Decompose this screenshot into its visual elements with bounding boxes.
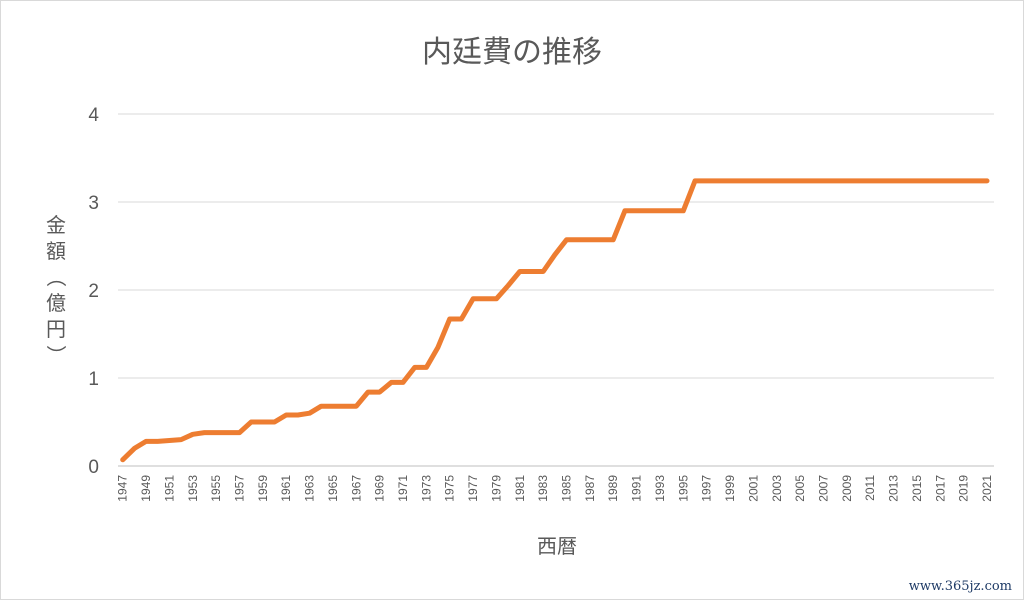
x-tick-label-2009: 2009	[840, 475, 854, 502]
x-axis-label: 西暦	[537, 534, 577, 558]
x-tick-label-1997: 1997	[700, 475, 714, 502]
x-tick-label-1971: 1971	[396, 475, 410, 502]
x-tick-label-2007: 2007	[816, 475, 830, 502]
x-tick-label-1977: 1977	[466, 475, 480, 502]
y-tick-labels: 0 1 2 3 4	[88, 105, 99, 478]
x-tick-label-1947: 1947	[116, 475, 130, 502]
y-tick-label-1: 1	[88, 369, 99, 390]
x-tick-label-1981: 1981	[513, 475, 527, 502]
x-tick-label-1955: 1955	[209, 475, 223, 502]
y-tick-label-2: 2	[88, 281, 99, 302]
x-tick-label-2011: 2011	[863, 475, 877, 501]
gridlines	[118, 113, 994, 467]
y-axis-label: 金額 （ 億円 ）	[44, 213, 68, 365]
x-tick-label-1975: 1975	[443, 475, 457, 502]
x-tick-label-1999: 1999	[723, 475, 737, 502]
x-tick-label-1949: 1949	[139, 475, 153, 502]
x-tick-label-2015: 2015	[910, 475, 924, 502]
x-tick-label-2019: 2019	[957, 475, 971, 502]
series-group	[120, 178, 990, 463]
x-tick-label-1995: 1995	[676, 475, 690, 502]
y-axis-label-char: ）	[44, 345, 68, 365]
y-tick-label-3: 3	[88, 193, 99, 214]
x-tick-label-2005: 2005	[793, 475, 807, 502]
x-tick-label-1959: 1959	[256, 475, 270, 502]
x-tick-label-2003: 2003	[770, 475, 784, 502]
watermark: www.365jz.com	[909, 579, 1012, 594]
y-tick-label-0: 0	[88, 457, 99, 478]
x-tick-label-1965: 1965	[326, 475, 340, 502]
series-line-0	[120, 178, 990, 463]
x-tick-labels: 1947 1949 1951 1953 1955 1957 1959 1961 1963 1965…	[116, 475, 994, 502]
x-tick-label-2017: 2017	[933, 475, 947, 502]
x-tick-label-1951: 1951	[162, 475, 176, 502]
y-axis-label-char: 金	[46, 213, 66, 237]
y-axis-label-char: 円	[46, 317, 66, 341]
y-tick-label-4: 4	[88, 105, 99, 126]
x-tick-label-1991: 1991	[630, 475, 644, 502]
x-tick-label-1957: 1957	[232, 475, 246, 502]
x-tick-label-1963: 1963	[303, 475, 317, 502]
chart-title: 内廷費の推移	[422, 35, 602, 70]
x-tick-label-2021: 2021	[980, 475, 994, 502]
x-tick-label-1967: 1967	[349, 475, 363, 502]
x-tick-label-1979: 1979	[489, 475, 503, 502]
y-axis-label-char: 億	[46, 291, 66, 315]
x-tick-label-1973: 1973	[419, 475, 433, 502]
x-tick-label-2001: 2001	[746, 475, 760, 502]
x-tick-label-1985: 1985	[560, 475, 574, 502]
x-tick-label-1993: 1993	[653, 475, 667, 502]
x-tick-label-1953: 1953	[186, 475, 200, 502]
y-axis-label-char: （	[44, 267, 68, 287]
x-tick-label-1983: 1983	[536, 475, 550, 502]
x-tick-label-1987: 1987	[583, 475, 597, 502]
y-axis-label-char: 額	[46, 239, 66, 263]
x-tick-label-1989: 1989	[606, 475, 620, 502]
x-tick-label-2013: 2013	[887, 475, 901, 502]
x-tick-label-1961: 1961	[279, 475, 293, 502]
x-tick-label-1969: 1969	[373, 475, 387, 502]
